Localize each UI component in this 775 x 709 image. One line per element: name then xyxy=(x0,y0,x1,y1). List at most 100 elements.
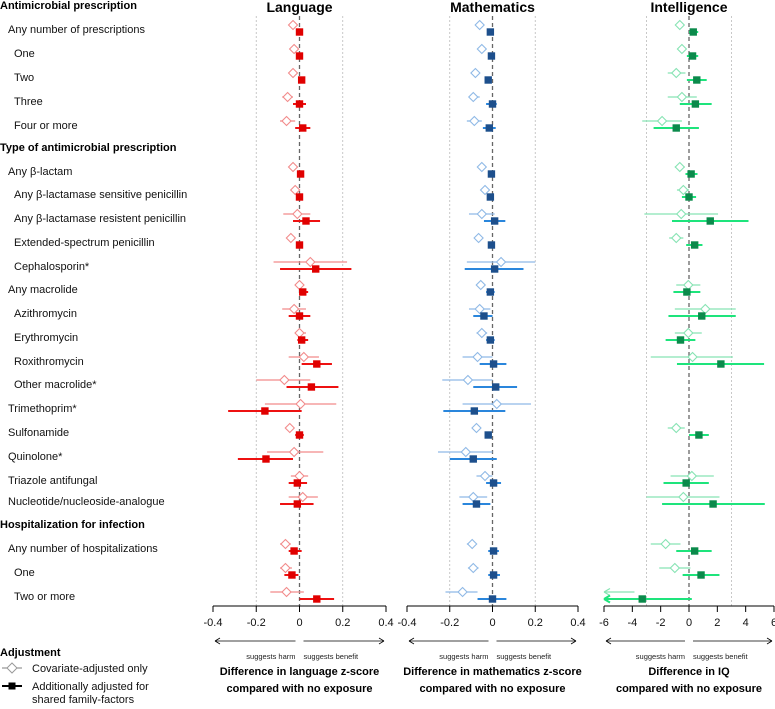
row-label: Other macrolide* xyxy=(14,379,97,391)
family-estimate-square xyxy=(297,336,306,344)
family-estimate-square xyxy=(288,571,296,579)
row-label: One xyxy=(14,567,35,579)
family-estimate-square xyxy=(290,547,298,555)
covariate-estimate-diamond xyxy=(669,562,681,574)
family-estimate-square xyxy=(691,100,700,108)
covariate-estimate-diamond xyxy=(675,208,687,220)
covariate-estimate-diamond xyxy=(467,491,479,503)
benefit-arrowhead-icon xyxy=(766,637,773,645)
x-axis-title-line1: Difference in mathematics z-score xyxy=(403,666,582,678)
covariate-estimate-diamond xyxy=(479,184,491,196)
family-estimate-square xyxy=(689,28,697,36)
x-tick-label: 0.4 xyxy=(378,617,393,629)
panels: Language -0.4 -0.2 0 0.2 0.4 suggests harm sugg… xyxy=(204,0,775,695)
x-tick-label: 0.2 xyxy=(528,617,543,629)
family-estimate-square xyxy=(488,100,497,108)
covariate-estimate-diamond xyxy=(700,303,711,315)
covariate-estimate-diamond xyxy=(298,351,310,363)
family-estimate-square xyxy=(693,76,701,84)
x-tick-label: 4 xyxy=(743,617,749,629)
x-tick-label: 0 xyxy=(296,617,302,629)
family-estimate-square xyxy=(487,241,496,249)
family-estimate-square xyxy=(487,52,496,60)
row-label: Sulfonamide xyxy=(8,427,69,439)
covariate-estimate-diamond xyxy=(491,398,503,410)
family-estimate-square xyxy=(299,288,307,296)
covariate-estimate-diamond xyxy=(674,161,686,173)
family-estimate-square xyxy=(690,547,699,555)
family-estimate-square xyxy=(486,288,495,296)
row-label: Erythromycin xyxy=(14,332,78,344)
harm-arrowhead-icon xyxy=(408,637,415,645)
row-label: Any β-lactamase resistent penicillin xyxy=(14,213,186,225)
covariate-estimate-diamond xyxy=(295,398,306,410)
x-tick-label: 2 xyxy=(714,617,720,629)
row-label: Any number of hospitalizations xyxy=(8,543,158,555)
covariate-estimate-diamond xyxy=(472,351,483,363)
row-label: Four or more xyxy=(14,120,78,132)
x-tick-label: 6 xyxy=(771,617,775,629)
covariate-estimate-diamond xyxy=(476,43,488,55)
row-label: Azithromycin xyxy=(14,308,77,320)
covariate-estimate-diamond xyxy=(466,538,478,550)
covariate-estimate-diamond xyxy=(292,208,303,220)
covariate-estimate-diamond xyxy=(294,470,305,482)
covariate-estimate-diamond xyxy=(674,19,686,31)
covariate-estimate-diamond xyxy=(289,184,301,196)
family-estimate-square xyxy=(484,431,492,439)
family-estimate-square xyxy=(313,595,321,603)
covariate-estimate-diamond xyxy=(479,470,491,482)
row-label: Roxithromycin xyxy=(14,356,84,368)
covariate-estimate-diamond xyxy=(475,279,487,291)
family-estimate-square xyxy=(489,479,498,487)
covariate-estimate-diamond xyxy=(284,422,296,434)
family-estimate-square xyxy=(262,455,270,463)
family-estimate-square xyxy=(717,360,725,368)
family-estimate-square xyxy=(687,170,695,178)
family-estimate-square xyxy=(489,571,498,579)
covariate-estimate-diamond xyxy=(660,538,671,550)
covariate-estimate-diamond xyxy=(470,67,481,79)
family-estimate-square xyxy=(469,455,477,463)
covariate-estimate-diamond xyxy=(305,256,316,268)
x-tick-label: -0.2 xyxy=(440,617,459,629)
harm-label: suggests harm xyxy=(246,652,295,661)
family-estimate-square xyxy=(295,100,304,108)
family-estimate-square xyxy=(295,193,304,201)
row-label: Any macrolide xyxy=(8,284,78,296)
covariate-estimate-diamond xyxy=(676,91,688,103)
x-tick-label: -6 xyxy=(599,617,609,629)
covariate-estimate-diamond xyxy=(670,232,682,244)
covariate-estimate-diamond xyxy=(467,562,479,574)
row-label: Any number of prescriptions xyxy=(8,24,145,36)
benefit-label: suggests benefit xyxy=(497,652,553,661)
x-tick-label: 0 xyxy=(489,617,495,629)
family-estimate-square xyxy=(293,500,302,508)
row-label: Trimethoprim* xyxy=(8,403,77,415)
row-group-header: Hospitalization for infection xyxy=(0,519,145,531)
family-estimate-square xyxy=(261,407,269,415)
off-scale-arrow-icon xyxy=(603,594,611,604)
family-estimate-square xyxy=(489,360,498,368)
row-label: Two or more xyxy=(14,591,75,603)
family-estimate-square xyxy=(486,336,495,344)
x-tick-label: -0.4 xyxy=(204,617,223,629)
covariate-estimate-diamond xyxy=(280,538,291,550)
panel-intelligence: Intelligence -6 -4 -2 0 2 4 6 suggests harm sugge… xyxy=(599,0,775,695)
family-estimate-square xyxy=(302,217,310,225)
covariate-estimate-diamond xyxy=(678,491,689,503)
family-estimate-square xyxy=(698,312,706,320)
covariate-estimate-diamond xyxy=(670,422,682,434)
covariate-estimate-diamond xyxy=(281,115,292,127)
row-group-header: Type of antimicrobial prescription xyxy=(0,142,177,154)
x-tick-label: -4 xyxy=(627,617,637,629)
covariate-estimate-diamond xyxy=(288,43,300,55)
covariate-estimate-diamond xyxy=(285,232,297,244)
harm-arrowhead-icon xyxy=(214,637,221,645)
family-estimate-square xyxy=(470,407,479,415)
family-estimate-square xyxy=(293,479,302,487)
covariate-estimate-diamond xyxy=(460,446,472,458)
legend-family-label-1: Additionally adjusted for xyxy=(32,681,149,693)
panel-language: Language -0.4 -0.2 0 0.2 0.4 suggests harm sugg… xyxy=(204,0,394,695)
